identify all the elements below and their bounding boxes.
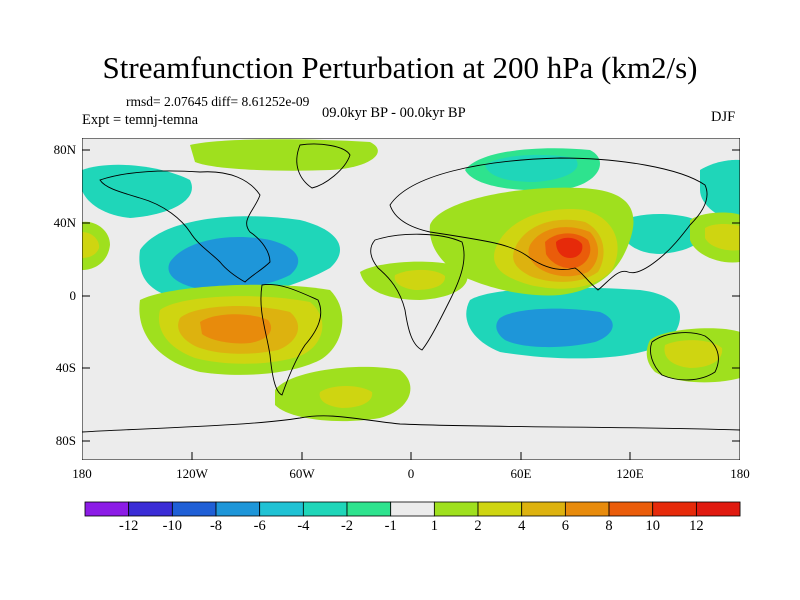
colorbar-label: -4 [297, 518, 310, 534]
coast-north-america [99, 170, 271, 283]
coast-africa [370, 233, 465, 351]
colorbar-box [695, 501, 741, 517]
colorbar-label: 12 [689, 518, 704, 534]
lat-label-40n: 40N [53, 215, 76, 230]
contour-neg-north-pacific-east [700, 159, 740, 222]
colorbar-label: 4 [518, 518, 526, 534]
lon-label-120w: 120W [176, 466, 208, 481]
colorbar-box [302, 501, 348, 517]
colorbar-box [433, 501, 479, 517]
contour-neg-north-pacific-west [82, 164, 192, 218]
colorbar-box [652, 501, 697, 517]
contour-pos-dateline-east-core [705, 224, 740, 251]
rmsd-stats: rmsd= 2.07645 diff= 8.61252e-09 [126, 94, 310, 109]
colorbar-label: 6 [561, 518, 570, 534]
colorbar [84, 501, 741, 517]
colorbar-label: 10 [645, 518, 660, 534]
contour-pos-australia-core [664, 340, 723, 368]
colorbar-label: -2 [340, 518, 354, 534]
contour-pos-south-pacific-core [200, 314, 272, 344]
colorbar-box [477, 501, 523, 517]
contour-neg-east-pacific-core [168, 236, 299, 290]
colorbar-label: 2 [474, 518, 482, 534]
colorbar-label: -1 [384, 518, 397, 534]
contour-pos-south-atlantic-core [319, 386, 373, 408]
colorbar-label: 8 [605, 518, 613, 534]
lon-label-120e: 120E [616, 466, 644, 481]
lon-label-60e: 60E [510, 466, 532, 481]
experiment-label: Expt = temnj-temna [82, 112, 199, 128]
colorbar-box [564, 501, 610, 517]
colorbar-label: -6 [253, 518, 266, 534]
lon-label-180e: 180 [730, 466, 750, 481]
contour-field [82, 138, 740, 460]
coast-greenland [296, 143, 351, 189]
lat-label-40s: 40S [55, 360, 76, 375]
coast-australia [650, 332, 719, 381]
colorbar-box [521, 501, 566, 517]
coastlines [82, 143, 740, 433]
colorbar-box [128, 501, 173, 517]
lon-label-0: 0 [407, 466, 415, 481]
colorbar-label: -10 [162, 518, 182, 534]
colorbar-box [215, 501, 261, 517]
lat-label-80n: 80N [53, 142, 76, 157]
colorbar-box [346, 501, 392, 517]
colorbar-box [171, 501, 217, 517]
contour-pos-arctic-greenland [190, 139, 378, 171]
contour-neg-indian-ocean-core [496, 308, 613, 348]
contour-pos-atlantic-core [394, 269, 446, 290]
lat-label-80s: 80S [55, 433, 76, 448]
colorbar-label: -8 [209, 518, 223, 534]
contour-pos-asia-core [556, 237, 583, 258]
contour-neg-west-pacific [619, 214, 706, 254]
axis-ticks [82, 149, 740, 460]
period-label: 09.0kyr BP - 00.0kyr BP [322, 105, 466, 121]
coast-south-america [260, 284, 322, 396]
coast-eurasia [389, 157, 708, 291]
colorbar-box [259, 501, 304, 517]
colorbar-box [608, 501, 654, 517]
lon-label-60w: 60W [289, 466, 315, 481]
colorbar-label: -12 [119, 518, 139, 534]
season-label: DJF [711, 109, 736, 125]
map-title: Streamfunction Perturbation at 200 hPa (… [102, 50, 698, 85]
lat-label-0: 0 [69, 288, 77, 303]
colorbar-box [390, 501, 435, 517]
colorbar-box [84, 501, 130, 517]
coast-antarctica [82, 415, 740, 433]
lon-label-180w: 180 [72, 466, 92, 481]
colorbar-label: 1 [430, 518, 439, 534]
contour-pos-dateline-west-core [82, 232, 100, 258]
